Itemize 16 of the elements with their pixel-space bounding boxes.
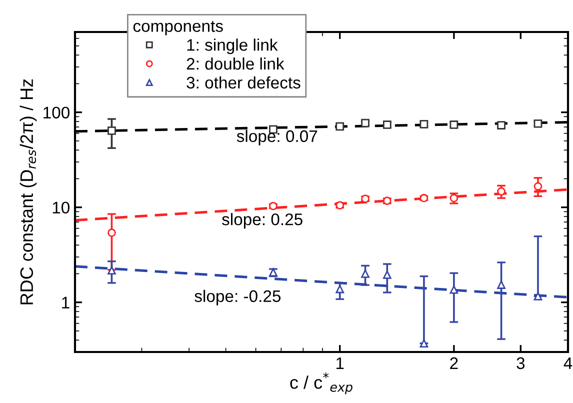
legend-label: 3: other defects (186, 76, 300, 89)
y-tick-label: 10 (52, 202, 70, 214)
legend-label: 1: single link (187, 38, 278, 54)
annotation: slope: 0.25 (222, 213, 302, 229)
y-tick-label: 1 (62, 296, 70, 308)
x-tick-label: 3 (516, 357, 525, 370)
x-tick-label: 1 (336, 357, 344, 369)
x-tick-label: 4 (564, 357, 572, 369)
y-tick-label: 100 (44, 106, 70, 118)
y-axis-title: RDC constant (D$_{res}$/2π) / Hz (20, 79, 37, 304)
x-axis-title: c / c$^{*}$$_{exp}$ (290, 372, 352, 394)
annotation: slope: 0.07 (236, 130, 318, 146)
legend-title: components (133, 21, 223, 36)
annotation: slope: -0.25 (194, 290, 281, 306)
x-tick-label: 2 (450, 357, 458, 369)
legend-label: 2: double link (186, 57, 284, 70)
